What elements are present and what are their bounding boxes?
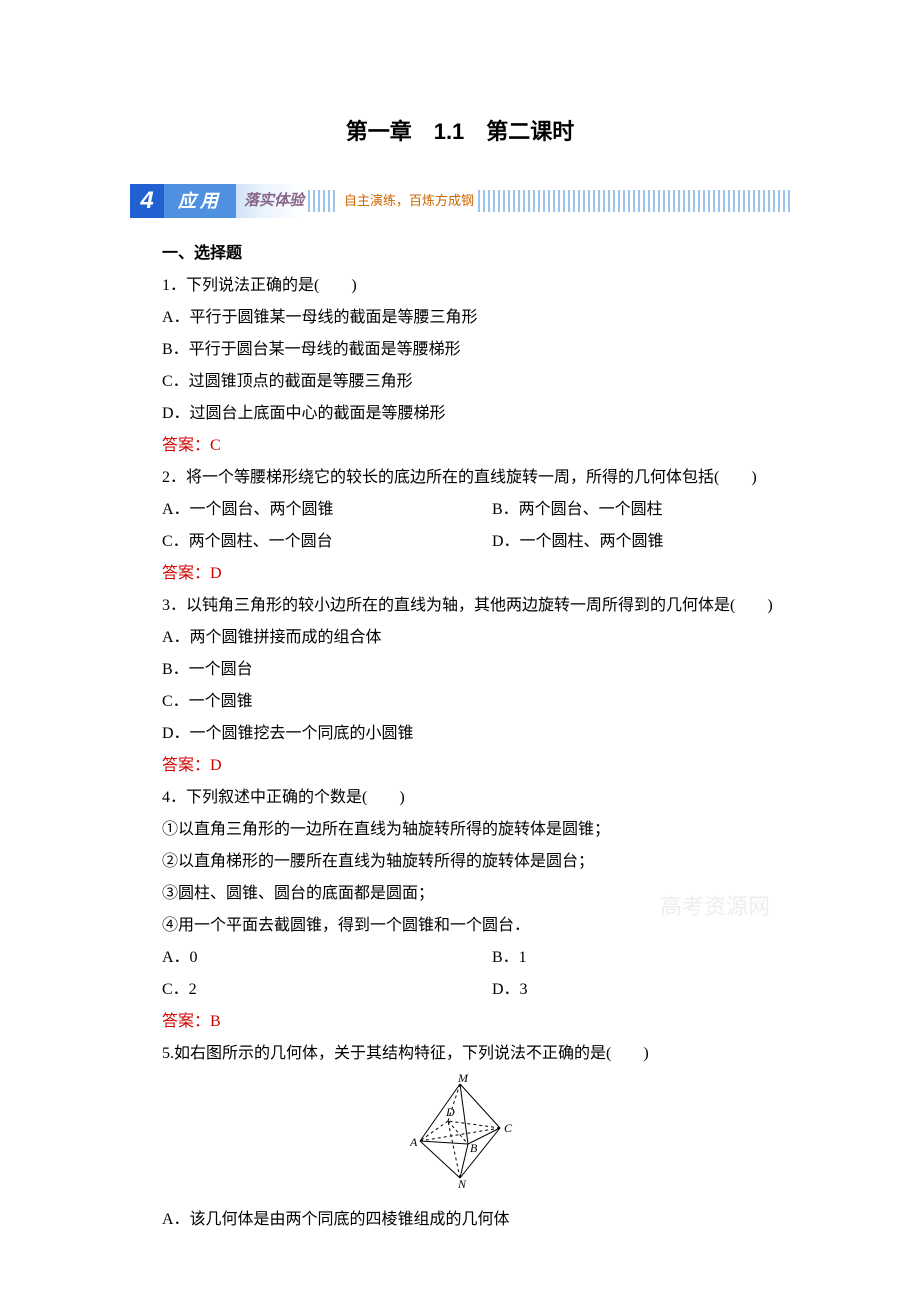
q3-option-b: B．一个圆台 — [130, 654, 790, 686]
section-heading: 一、选择题 — [130, 238, 790, 270]
q1-option-d: D．过圆台上底面中心的截面是等腰梯形 — [130, 398, 790, 430]
q3-option-d: D．一个圆锥挖去一个同底的小圆锥 — [130, 718, 790, 750]
q3-stem: 3．以钝角三角形的较小边所在的直线为轴，其他两边旋转一周所得到的几何体是( ) — [130, 590, 790, 622]
q1-option-c: C．过圆锥顶点的截面是等腰三角形 — [130, 366, 790, 398]
q4-statement-1: ①以直角三角形的一边所在直线为轴旋转所得的旋转体是圆锥； — [130, 814, 790, 846]
label-c: C — [504, 1121, 513, 1135]
banner-stripes-left — [308, 190, 338, 212]
q5-stem: 5.如右图所示的几何体，关于其结构特征，下列说法不正确的是( ) — [130, 1038, 790, 1070]
banner-label: 应用 — [164, 184, 236, 218]
section-banner: 4 应用 落实体验 自主演练，百炼方成钢 — [130, 184, 790, 218]
page-title: 第一章 1.1 第二课时 — [130, 110, 790, 154]
q4-option-a: A．0 — [130, 942, 460, 974]
q2-stem: 2．将一个等腰梯形绕它的较长的底边所在的直线旋转一周，所得的几何体包括( ) — [130, 462, 790, 494]
q2-option-b: B．两个圆台、一个圆柱 — [460, 494, 790, 526]
q3-option-c: C．一个圆锥 — [130, 686, 790, 718]
q4-answer: 答案：B — [130, 1006, 790, 1038]
q2-option-a: A．一个圆台、两个圆锥 — [130, 494, 460, 526]
banner-subtitle: 落实体验 — [236, 184, 304, 218]
banner-stripes-right — [478, 190, 790, 212]
label-a: A — [409, 1135, 418, 1149]
q1-answer: 答案：C — [130, 430, 790, 462]
q3-answer: 答案：D — [130, 750, 790, 782]
q4-option-c: C．2 — [130, 974, 460, 1006]
q1-option-b: B．平行于圆台某一母线的截面是等腰梯形 — [130, 334, 790, 366]
q5-figure: M D C A B N — [130, 1076, 790, 1198]
q4-option-b: B．1 — [460, 942, 790, 974]
q4-statement-4: ④用一个平面去截圆锥，得到一个圆锥和一个圆台． — [130, 910, 790, 942]
q4-option-d: D．3 — [460, 974, 790, 1006]
label-n: N — [457, 1177, 467, 1191]
q3-option-a: A．两个圆锥拼接而成的组合体 — [130, 622, 790, 654]
banner-number: 4 — [130, 184, 164, 218]
q4-statement-3: ③圆柱、圆锥、圆台的底面都是圆面； — [130, 878, 790, 910]
label-b: B — [470, 1141, 478, 1155]
q1-option-a: A．平行于圆锥某一母线的截面是等腰三角形 — [130, 302, 790, 334]
q5-option-a: A．该几何体是由两个同底的四棱锥组成的几何体 — [130, 1204, 790, 1236]
octahedron-diagram: M D C A B N — [400, 1076, 520, 1186]
q4-stem: 4．下列叙述中正确的个数是( ) — [130, 782, 790, 814]
label-m: M — [457, 1071, 469, 1085]
q2-option-c: C．两个圆柱、一个圆台 — [130, 526, 460, 558]
q4-statement-2: ②以直角梯形的一腰所在直线为轴旋转所得的旋转体是圆台； — [130, 846, 790, 878]
q2-option-d: D．一个圆柱、两个圆锥 — [460, 526, 790, 558]
banner-tagline: 自主演练，百炼方成钢 — [338, 184, 474, 218]
label-d: D — [445, 1105, 455, 1119]
q2-answer: 答案：D — [130, 558, 790, 590]
q1-stem: 1．下列说法正确的是( ) — [130, 270, 790, 302]
